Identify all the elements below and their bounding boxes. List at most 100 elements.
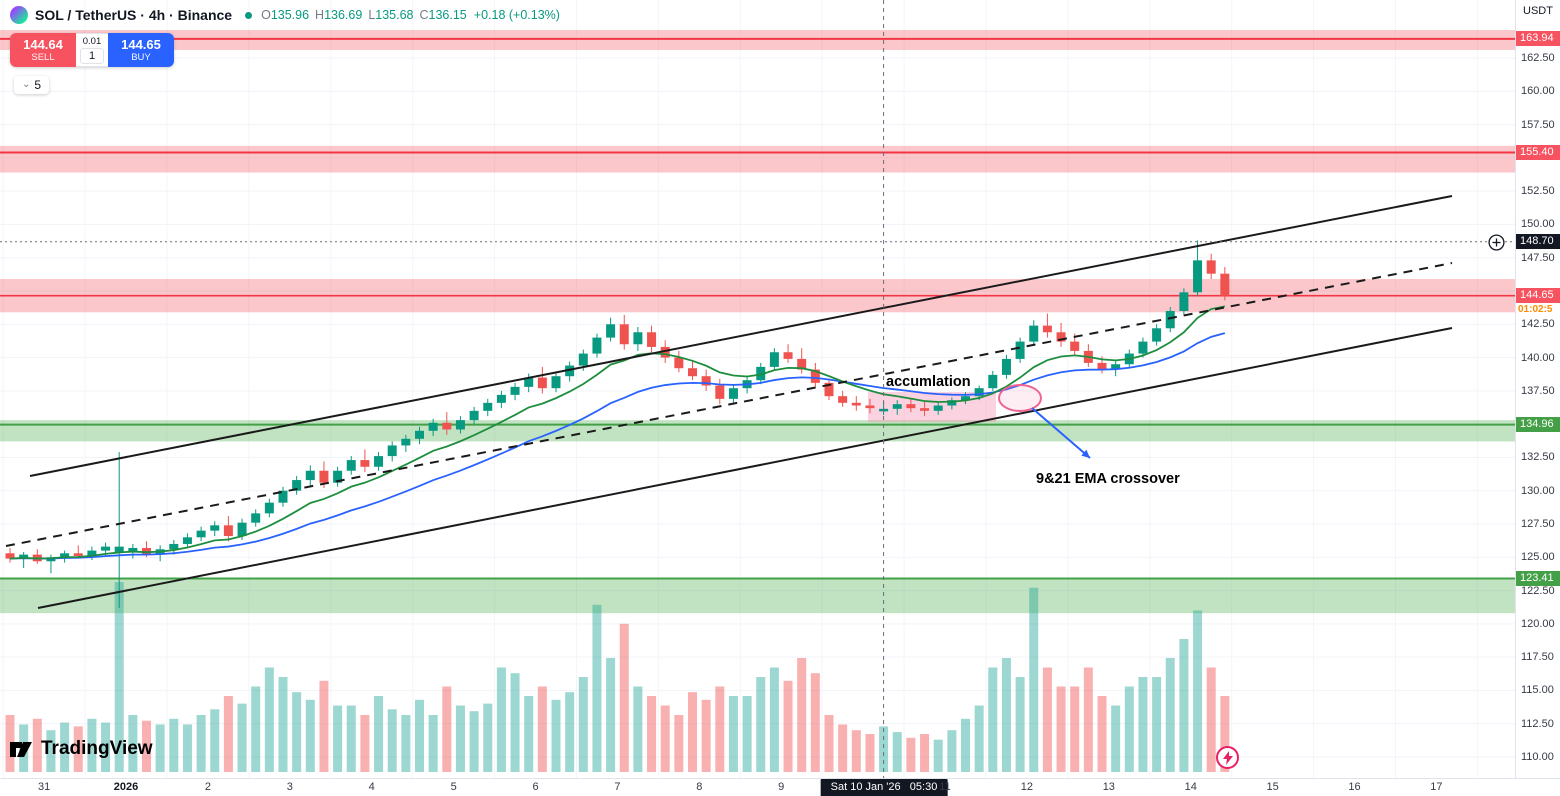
volume-bar <box>742 696 752 772</box>
candle-body <box>892 404 902 409</box>
high-value: 136.69 <box>324 8 363 22</box>
price-label: 148.70 <box>1516 234 1560 250</box>
buy-price: 144.65 <box>121 36 161 52</box>
candle-body <box>374 456 384 467</box>
volume-bar <box>933 739 943 772</box>
candle-body <box>264 502 274 514</box>
candle-body <box>701 376 711 386</box>
volume-bar <box>264 667 274 772</box>
time-axis[interactable]: Sat 10 Jan '26 05:30 31 2026 2 3 4 5 6 7 8 9 11 12 1… <box>0 778 1560 796</box>
volume-bar <box>606 658 616 772</box>
volume-bar <box>87 718 97 772</box>
candle-body <box>360 460 370 467</box>
low-label: L <box>368 8 376 22</box>
price-tick: 137.50 <box>1521 384 1555 397</box>
time-tick: 2026 <box>113 781 139 793</box>
candle-body <box>19 554 29 559</box>
volume-bar <box>1220 696 1230 772</box>
chart-svg[interactable] <box>0 0 1515 778</box>
candle-body <box>101 546 111 551</box>
high-label: H <box>315 8 325 22</box>
price-tick: 132.50 <box>1521 451 1555 464</box>
price-label: 123.41 <box>1516 570 1560 586</box>
volume-bar <box>1015 677 1025 772</box>
price-axis[interactable]: USDT 162.50 160.00 157.50 152.50 150.00 147.5… <box>1515 0 1560 778</box>
volume-bar <box>565 692 575 772</box>
volume-bar <box>633 686 643 772</box>
chart-canvas[interactable] <box>0 0 1515 778</box>
candle-body <box>428 422 438 431</box>
tradingview-logo-icon <box>10 742 32 757</box>
candle-body <box>346 460 356 471</box>
volume-bar <box>374 696 384 772</box>
tradingview-watermark[interactable]: TradingView <box>8 736 153 762</box>
volume-bar <box>728 696 738 772</box>
candle-body <box>1179 292 1189 311</box>
candle-body <box>455 420 465 430</box>
volume-bar <box>401 715 411 772</box>
symbol-title[interactable]: SOL / TetherUS · 4h · Binance <box>35 7 233 23</box>
volume-bar <box>892 732 902 772</box>
price-label: 163.94 <box>1516 31 1560 47</box>
volume-bar <box>1111 705 1121 772</box>
candle-body <box>783 352 793 359</box>
volume-bar <box>1138 677 1148 772</box>
volume-bar <box>510 673 520 772</box>
candle-body <box>592 337 602 354</box>
candle-body <box>865 405 875 409</box>
volume-bar <box>169 718 179 772</box>
lightning-badge[interactable] <box>1216 746 1239 769</box>
candle-body <box>756 366 766 381</box>
accumulation-annotation[interactable]: accumlation <box>886 374 971 390</box>
price-tick: 130.00 <box>1521 484 1555 497</box>
zone-resistance <box>0 145 1515 173</box>
add-alert-plus-icon[interactable] <box>1488 234 1505 256</box>
candle-body <box>824 382 834 397</box>
candle-body <box>1193 260 1203 293</box>
volume-bar <box>865 734 875 772</box>
volume-bar <box>947 730 957 772</box>
volume-bar <box>851 730 861 772</box>
volume-bar <box>196 715 206 772</box>
volume-bar <box>756 677 766 772</box>
buy-button[interactable]: 144.65 BUY <box>108 33 174 67</box>
lightning-icon <box>1222 750 1233 765</box>
interval-dropdown[interactable]: ⌄ 5 <box>14 76 50 94</box>
candle-body <box>1001 358 1011 375</box>
sell-button[interactable]: 144.64 SELL <box>10 33 76 67</box>
candle-body <box>223 525 233 536</box>
volume-bar <box>688 692 697 772</box>
candle-body <box>851 402 861 406</box>
crosshair-date-label: Sat 10 Jan '26 05:30 <box>820 779 948 796</box>
quantity-value[interactable]: 1 <box>79 48 105 64</box>
candle-body <box>1056 332 1066 342</box>
candle-body <box>1015 341 1025 359</box>
volume-bar <box>619 623 629 772</box>
time-tick: 15 <box>1266 781 1279 793</box>
volume-bar <box>1206 667 1216 772</box>
zone-support <box>0 578 1515 614</box>
volume-bar <box>155 724 165 772</box>
candle-body <box>1206 260 1216 274</box>
volume-bar <box>974 705 984 772</box>
volume-bar <box>578 677 588 772</box>
volume-bar <box>1001 658 1011 772</box>
price-tick: 142.50 <box>1521 318 1555 331</box>
zone-resistance <box>0 30 1515 51</box>
time-tick: 8 <box>696 781 703 793</box>
candle-body <box>278 490 288 503</box>
ema-crossover-annotation[interactable]: 9&21 EMA crossover <box>1036 471 1180 487</box>
spread-quantity-box[interactable]: 0.01 1 <box>76 33 108 67</box>
time-tick: 7 <box>614 781 621 793</box>
candle-body <box>988 374 998 389</box>
currency-label[interactable]: USDT <box>1523 5 1553 17</box>
candle-body <box>1097 362 1107 370</box>
volume-bar <box>1056 686 1066 772</box>
volume-bar <box>592 604 602 772</box>
volume-bar <box>333 705 343 772</box>
volume-bar <box>415 699 424 772</box>
volume-bar <box>237 703 247 772</box>
volume-bar <box>1179 639 1189 772</box>
volume-bar <box>1124 686 1134 772</box>
candle-body <box>1029 325 1039 342</box>
